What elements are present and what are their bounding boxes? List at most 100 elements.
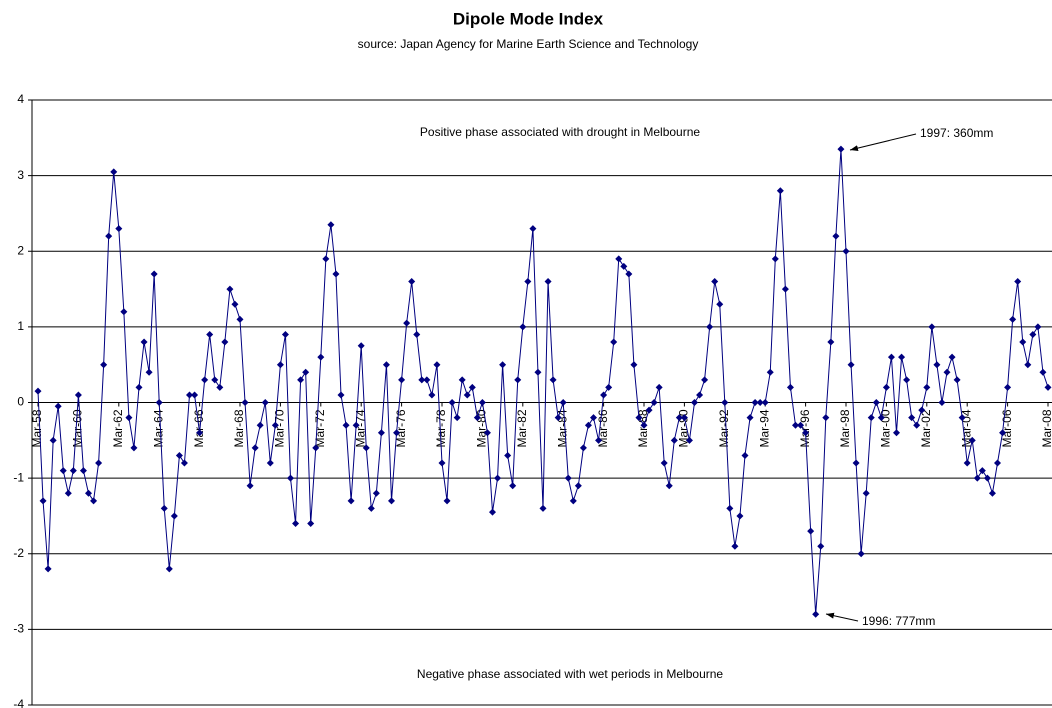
x-tick-label: Mar-58: [30, 409, 44, 447]
data-point: [1009, 315, 1017, 323]
data-point: [388, 497, 395, 505]
data-point: [357, 342, 365, 350]
data-point: [175, 451, 183, 459]
data-point: [367, 504, 375, 512]
data-point: [64, 489, 72, 497]
x-tick-label: Mar-98: [838, 409, 852, 447]
data-point: [559, 399, 567, 406]
data-point: [271, 421, 279, 429]
data-point: [524, 278, 532, 285]
data-point: [999, 429, 1007, 437]
chart-subtitle: source: Japan Agency for Marine Earth Sc…: [358, 37, 699, 51]
data-point: [726, 504, 734, 512]
data-point: [95, 459, 103, 467]
data-point: [635, 414, 643, 422]
data-point: [1044, 383, 1052, 391]
data-point: [251, 444, 259, 452]
data-point: [79, 467, 87, 475]
data-point: [514, 376, 522, 384]
data-point: [382, 361, 390, 369]
data-point: [509, 482, 517, 490]
data-point: [180, 459, 188, 467]
data-point: [862, 489, 870, 497]
data-point: [120, 308, 128, 316]
data-point: [287, 474, 294, 482]
data-point: [595, 436, 603, 444]
data-point: [90, 497, 98, 505]
data-point: [994, 459, 1001, 467]
data-point: [342, 421, 350, 429]
data-point: [978, 467, 986, 475]
data-point: [988, 489, 996, 497]
data-point: [741, 451, 749, 459]
x-tick-label: Mar-06: [1000, 409, 1014, 447]
data-point: [792, 421, 799, 429]
data-point: [928, 323, 936, 331]
data-point: [625, 270, 633, 278]
data-point: [751, 399, 759, 406]
data-point: [1029, 330, 1037, 338]
data-point: [590, 414, 597, 422]
data-point: [327, 221, 335, 229]
data-point: [696, 391, 704, 399]
data-point: [418, 376, 426, 384]
data-point: [428, 391, 436, 399]
data-point: [186, 391, 193, 399]
data-point: [201, 376, 209, 384]
data-point: [933, 361, 941, 369]
data-point: [140, 338, 148, 346]
data-point: [584, 421, 592, 429]
x-tick-label: Mar-76: [394, 409, 408, 447]
data-point: [443, 497, 451, 505]
data-point: [877, 414, 885, 422]
data-point: [494, 474, 502, 482]
data-point: [817, 542, 825, 550]
data-point: [393, 429, 401, 437]
data-point: [867, 414, 875, 422]
data-point: [943, 368, 951, 376]
data-point: [716, 300, 724, 308]
y-tick-label: -3: [13, 622, 24, 636]
data-point: [711, 278, 719, 285]
data-point: [160, 504, 168, 512]
x-tick-label: Mar-60: [71, 409, 85, 447]
data-point: [579, 444, 587, 452]
data-point: [246, 482, 254, 490]
data-point: [292, 520, 300, 527]
data-point: [610, 338, 618, 346]
data-point: [534, 368, 542, 376]
data-point: [948, 353, 956, 361]
data-point: [771, 255, 779, 263]
data-point: [776, 187, 784, 195]
data-point: [600, 391, 608, 399]
data-point: [241, 399, 249, 406]
data-point: [489, 508, 496, 516]
data-point: [191, 391, 199, 399]
annotation-arrow: [849, 133, 917, 152]
data-point: [660, 459, 668, 467]
data-point: [569, 497, 577, 505]
data-point: [898, 353, 906, 361]
data-point: [645, 406, 653, 414]
data-point: [761, 399, 769, 406]
data-point: [529, 225, 537, 233]
x-tick-label: Mar-96: [798, 409, 812, 447]
data-point: [630, 361, 638, 369]
data-point: [958, 414, 966, 422]
data-point: [261, 399, 269, 406]
y-tick-label: 2: [17, 243, 24, 257]
data-point: [675, 414, 683, 422]
data-point: [226, 285, 234, 293]
annotation: Negative phase associated with wet perio…: [417, 667, 724, 681]
data-point: [706, 323, 714, 331]
data-point: [155, 399, 163, 406]
x-tick-label: Mar-72: [313, 409, 327, 447]
data-point: [812, 610, 820, 618]
data-point: [842, 247, 850, 255]
annotation: Positive phase associated with drought i…: [420, 125, 700, 139]
data-point: [322, 255, 330, 263]
data-point: [236, 315, 244, 323]
data-point: [837, 145, 845, 153]
data-point: [685, 436, 693, 444]
